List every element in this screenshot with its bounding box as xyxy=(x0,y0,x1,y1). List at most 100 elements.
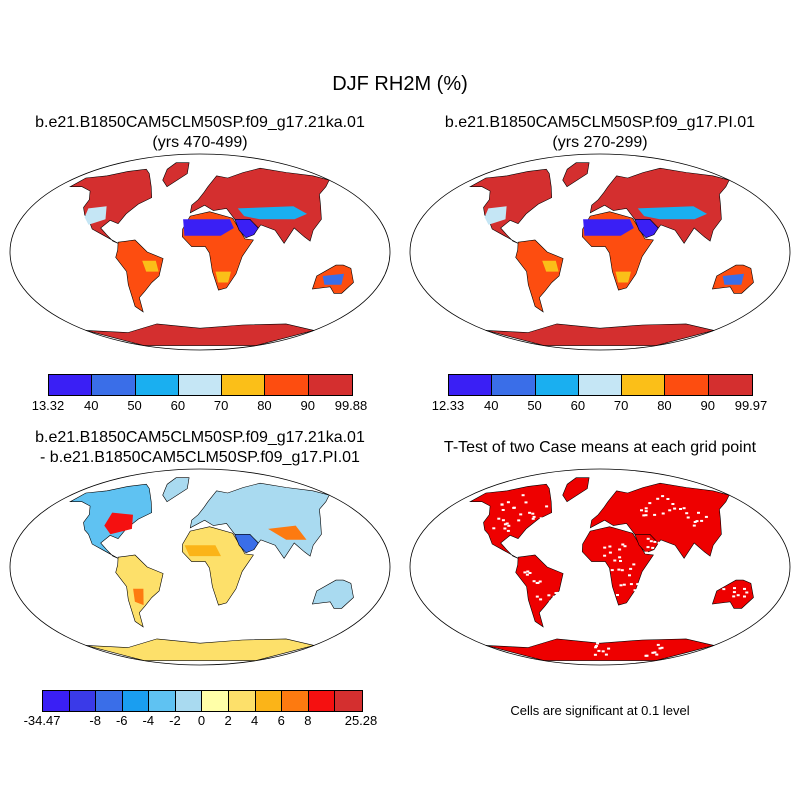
panel-2-title-line2: (yrs 270-299) xyxy=(552,134,648,151)
non-significant-cell xyxy=(536,581,540,584)
non-significant-cell xyxy=(528,572,532,574)
non-significant-cell xyxy=(668,509,672,512)
brazil-highlands-region xyxy=(142,260,159,272)
colorbar-swatch xyxy=(578,375,623,395)
colorbar-swatch xyxy=(308,691,336,711)
land-antarctica xyxy=(85,638,315,661)
non-significant-cell xyxy=(629,583,633,586)
non-significant-cell xyxy=(618,548,622,551)
non-significant-cell xyxy=(492,527,496,530)
land-north-america xyxy=(469,168,553,244)
non-significant-cell xyxy=(661,512,665,515)
non-significant-cell xyxy=(604,653,608,656)
non-significant-cell xyxy=(613,559,617,562)
non-significant-cell xyxy=(644,510,648,513)
sahara-dry-region xyxy=(183,219,234,236)
non-significant-cell xyxy=(526,570,530,573)
colorbar-pi xyxy=(448,374,753,396)
non-significant-cell xyxy=(608,551,612,554)
non-significant-cell xyxy=(622,583,626,586)
colorbar-swatch xyxy=(492,375,536,395)
non-significant-cell xyxy=(507,524,511,527)
non-significant-cell xyxy=(660,646,664,649)
colorbar-swatch xyxy=(265,375,309,395)
non-significant-cell xyxy=(621,543,625,546)
non-significant-cell xyxy=(700,519,704,522)
non-significant-cell xyxy=(732,591,736,594)
land-south-america xyxy=(515,239,564,313)
panel-4-title-line1: T-Test of two Case means at each grid po… xyxy=(443,439,757,456)
sw-north-america-region xyxy=(484,206,507,225)
colorbar-swatch xyxy=(622,375,666,395)
non-significant-cell xyxy=(645,654,649,657)
non-significant-cell xyxy=(523,571,527,574)
land-greenland xyxy=(562,162,590,188)
non-significant-cell xyxy=(651,546,655,549)
non-significant-cell xyxy=(528,511,532,514)
non-significant-cell xyxy=(644,514,648,517)
colorbar-swatch xyxy=(708,375,752,395)
non-significant-cell xyxy=(607,647,611,650)
non-significant-cell xyxy=(547,594,551,597)
non-significant-cell xyxy=(736,594,740,597)
non-significant-cell xyxy=(619,584,623,587)
colorbar-swatch xyxy=(175,691,203,711)
colorbar-swatch xyxy=(49,375,93,395)
colorbar-tick-label: 90 xyxy=(700,398,715,413)
non-significant-cell xyxy=(531,512,535,515)
non-significant-cell xyxy=(517,519,521,522)
colorbar-swatch xyxy=(96,691,123,711)
non-significant-cell xyxy=(535,595,539,598)
non-significant-cell xyxy=(505,522,509,525)
non-significant-cell xyxy=(732,595,736,598)
land-greenland xyxy=(562,477,590,503)
colorbar-tick-label: -8 xyxy=(89,713,101,728)
map-border xyxy=(9,153,391,351)
colorbar-tick-label: 4 xyxy=(251,713,259,728)
non-significant-cell xyxy=(594,645,598,647)
non-significant-cell xyxy=(686,516,690,519)
non-significant-cell xyxy=(506,529,510,532)
non-significant-cell xyxy=(636,583,640,586)
sahara-dry-region xyxy=(583,219,634,236)
non-significant-cell xyxy=(655,653,659,656)
map-21ka-rh2m xyxy=(9,153,391,351)
non-significant-cell xyxy=(548,600,552,603)
non-significant-cell xyxy=(617,568,621,571)
non-significant-cell xyxy=(649,540,653,543)
non-significant-cell xyxy=(645,551,648,554)
non-significant-cell xyxy=(704,515,708,518)
land-south-america xyxy=(515,554,564,628)
colorbar-tick-label: 80 xyxy=(657,398,672,413)
non-significant-cell xyxy=(503,527,507,530)
colorbar-tick-label: 80 xyxy=(257,398,272,413)
colorbar-tick-label: 99.97 xyxy=(734,398,768,413)
non-significant-cell xyxy=(666,498,670,500)
non-significant-cell xyxy=(656,643,660,646)
colorbar-tick-label: 70 xyxy=(613,398,629,413)
land-arabia xyxy=(634,219,659,239)
non-significant-cell xyxy=(532,515,536,518)
non-significant-cell xyxy=(695,520,699,523)
land-arabia xyxy=(234,219,259,239)
non-significant-cell xyxy=(601,650,605,653)
non-significant-cell xyxy=(524,501,528,504)
australia-interior-region xyxy=(322,273,345,285)
map-pi-rh2m xyxy=(409,153,791,351)
non-significant-cell xyxy=(501,519,505,522)
significance-note: Cells are significant at 0.1 level xyxy=(510,703,690,718)
non-significant-cell xyxy=(545,505,549,508)
non-significant-cell xyxy=(648,502,652,505)
sahel-increase-region xyxy=(184,545,221,557)
colorbar-swatch xyxy=(135,375,179,395)
non-significant-cell xyxy=(743,587,746,590)
non-significant-cell xyxy=(671,503,675,505)
colorbar-swatch xyxy=(122,691,150,711)
non-significant-cell xyxy=(629,567,633,570)
colorbar-swatch xyxy=(69,691,97,711)
non-significant-cell xyxy=(637,585,641,588)
map-difference xyxy=(9,468,391,666)
non-significant-cell xyxy=(552,595,556,598)
non-significant-cell xyxy=(538,580,542,583)
non-significant-cell xyxy=(620,569,624,572)
